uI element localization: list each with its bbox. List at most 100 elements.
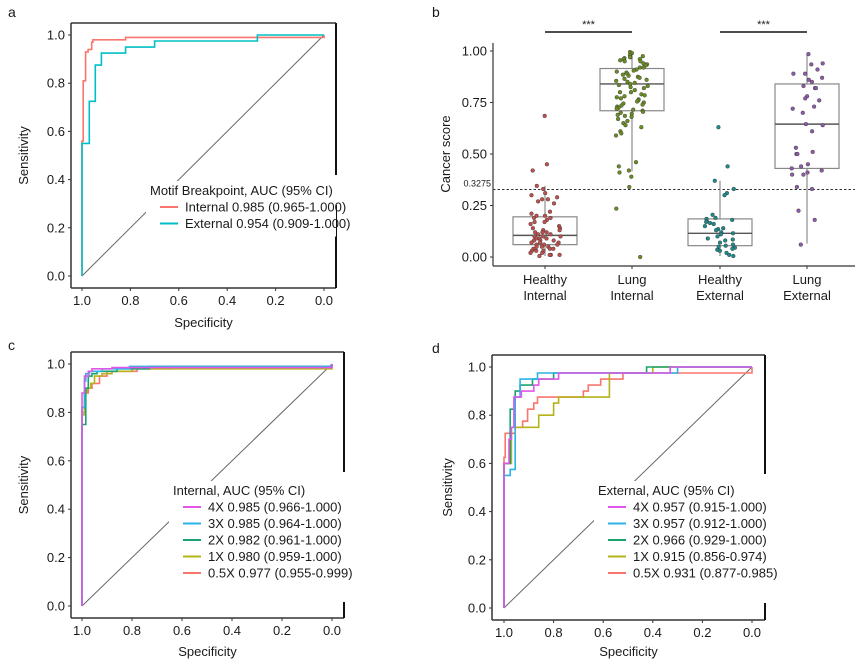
data-point (802, 71, 808, 76)
box-iqr (599, 67, 665, 112)
data-point (794, 184, 799, 190)
y-tick-label: 0.25 (462, 198, 487, 213)
data-point (809, 129, 815, 134)
x-tick-label: 0.2 (273, 623, 291, 638)
data-point (617, 90, 623, 95)
data-point (798, 242, 803, 247)
roc-curve-0p5x (503, 367, 753, 608)
data-point (618, 58, 623, 63)
data-point (622, 76, 627, 81)
legend-entry: 1X 0.915 (0.856-0.974) (633, 549, 767, 564)
data-point (543, 191, 548, 196)
data-point (645, 83, 650, 89)
x-tick-label-line2: Internal (523, 288, 566, 303)
data-point (620, 72, 625, 77)
data-point (789, 172, 795, 177)
x-tick-label-line2: External (696, 288, 744, 303)
y-tick-label: 1.0 (468, 360, 486, 375)
data-point (557, 228, 562, 233)
data-point (717, 240, 723, 245)
panel-label-a: a (8, 4, 16, 20)
roc-curve-internal (81, 35, 325, 276)
data-point (551, 238, 556, 243)
legend-entry: 2X 0.966 (0.929-1.000) (633, 533, 767, 548)
y-tick-label: 0.4 (468, 504, 486, 519)
x-tick-label-line1: Lung (618, 272, 647, 287)
data-point (730, 231, 736, 236)
legend-background (146, 181, 336, 237)
y-tick-label: 0.75 (462, 95, 487, 110)
roc-curve-2x (503, 366, 752, 608)
x-tick-label: 0.2 (267, 293, 285, 308)
data-point (529, 240, 534, 245)
data-point (540, 250, 545, 255)
data-point (809, 62, 814, 67)
data-point (718, 232, 723, 237)
data-point (538, 240, 543, 245)
data-point (639, 125, 644, 130)
data-point (800, 110, 805, 115)
legend-entry: 3X 0.957 (0.912-1.000) (633, 516, 767, 531)
data-point (711, 221, 716, 227)
panel-label-c: c (8, 337, 15, 353)
x-tick-label: 0.6 (594, 625, 612, 640)
data-point (627, 184, 632, 190)
data-point (731, 253, 736, 259)
data-point (631, 107, 636, 112)
data-point (544, 162, 549, 167)
data-point (731, 186, 736, 192)
data-point (629, 174, 634, 179)
legend-entry: 0.5X 0.931 (0.877-0.985) (633, 566, 778, 581)
data-point (705, 236, 710, 241)
data-point (535, 199, 541, 204)
data-point (530, 226, 535, 231)
data-point (713, 215, 718, 220)
data-point (555, 242, 560, 247)
data-point (789, 166, 794, 171)
x-tick-label: 0.2 (693, 625, 711, 640)
data-point (557, 252, 562, 257)
y-tick-label: 0.00 (462, 250, 487, 265)
data-point (791, 71, 796, 76)
data-point (534, 244, 539, 249)
data-point (642, 93, 647, 98)
data-point (528, 250, 533, 255)
roc-panel-d: 1.0 0.8 0.6 0.4 0.2 0.0 0.0 0.2 0.4 0.6 0.8 1.0 Spec… (440, 354, 784, 659)
roc-curve-external (81, 34, 324, 276)
data-point (631, 68, 636, 73)
significance-label: *** (582, 19, 596, 31)
data-point (790, 106, 795, 111)
x-tick-label: 0.4 (644, 625, 662, 640)
roc-curve-4x (503, 366, 752, 608)
data-point (618, 96, 623, 101)
data-point (616, 82, 621, 88)
data-point (541, 234, 546, 239)
data-point (619, 131, 624, 136)
data-point (529, 211, 534, 216)
y-tick-label: 0.4 (47, 502, 65, 517)
threshold-label: 0.3275 (463, 179, 491, 189)
data-point (640, 102, 645, 107)
x-tick-label: 0.0 (323, 623, 341, 638)
roc-curve-4x (81, 364, 333, 606)
data-point (558, 234, 563, 239)
data-point (614, 69, 619, 74)
data-point (634, 99, 640, 104)
data-point (722, 193, 727, 198)
y-tick-label: 0.0 (47, 269, 65, 284)
data-point (622, 113, 627, 118)
data-point (805, 170, 810, 175)
legend-entry: 3X 0.985 (0.964-1.000) (208, 516, 342, 531)
data-point (622, 59, 627, 64)
data-point (811, 104, 817, 109)
y-tick-label: 0.6 (47, 453, 65, 468)
data-point (796, 208, 801, 213)
data-point (716, 125, 721, 130)
y-tick-label: 0.6 (468, 456, 486, 471)
legend-background (594, 481, 784, 586)
data-point (637, 65, 642, 70)
data-point (803, 96, 808, 101)
data-point (614, 78, 619, 83)
